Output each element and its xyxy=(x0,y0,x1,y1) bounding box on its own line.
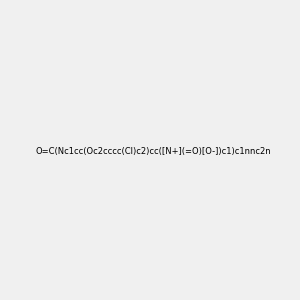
Text: O=C(Nc1cc(Oc2cccc(Cl)c2)cc([N+](=O)[O-])c1)c1nnc2n: O=C(Nc1cc(Oc2cccc(Cl)c2)cc([N+](=O)[O-])… xyxy=(36,147,272,156)
